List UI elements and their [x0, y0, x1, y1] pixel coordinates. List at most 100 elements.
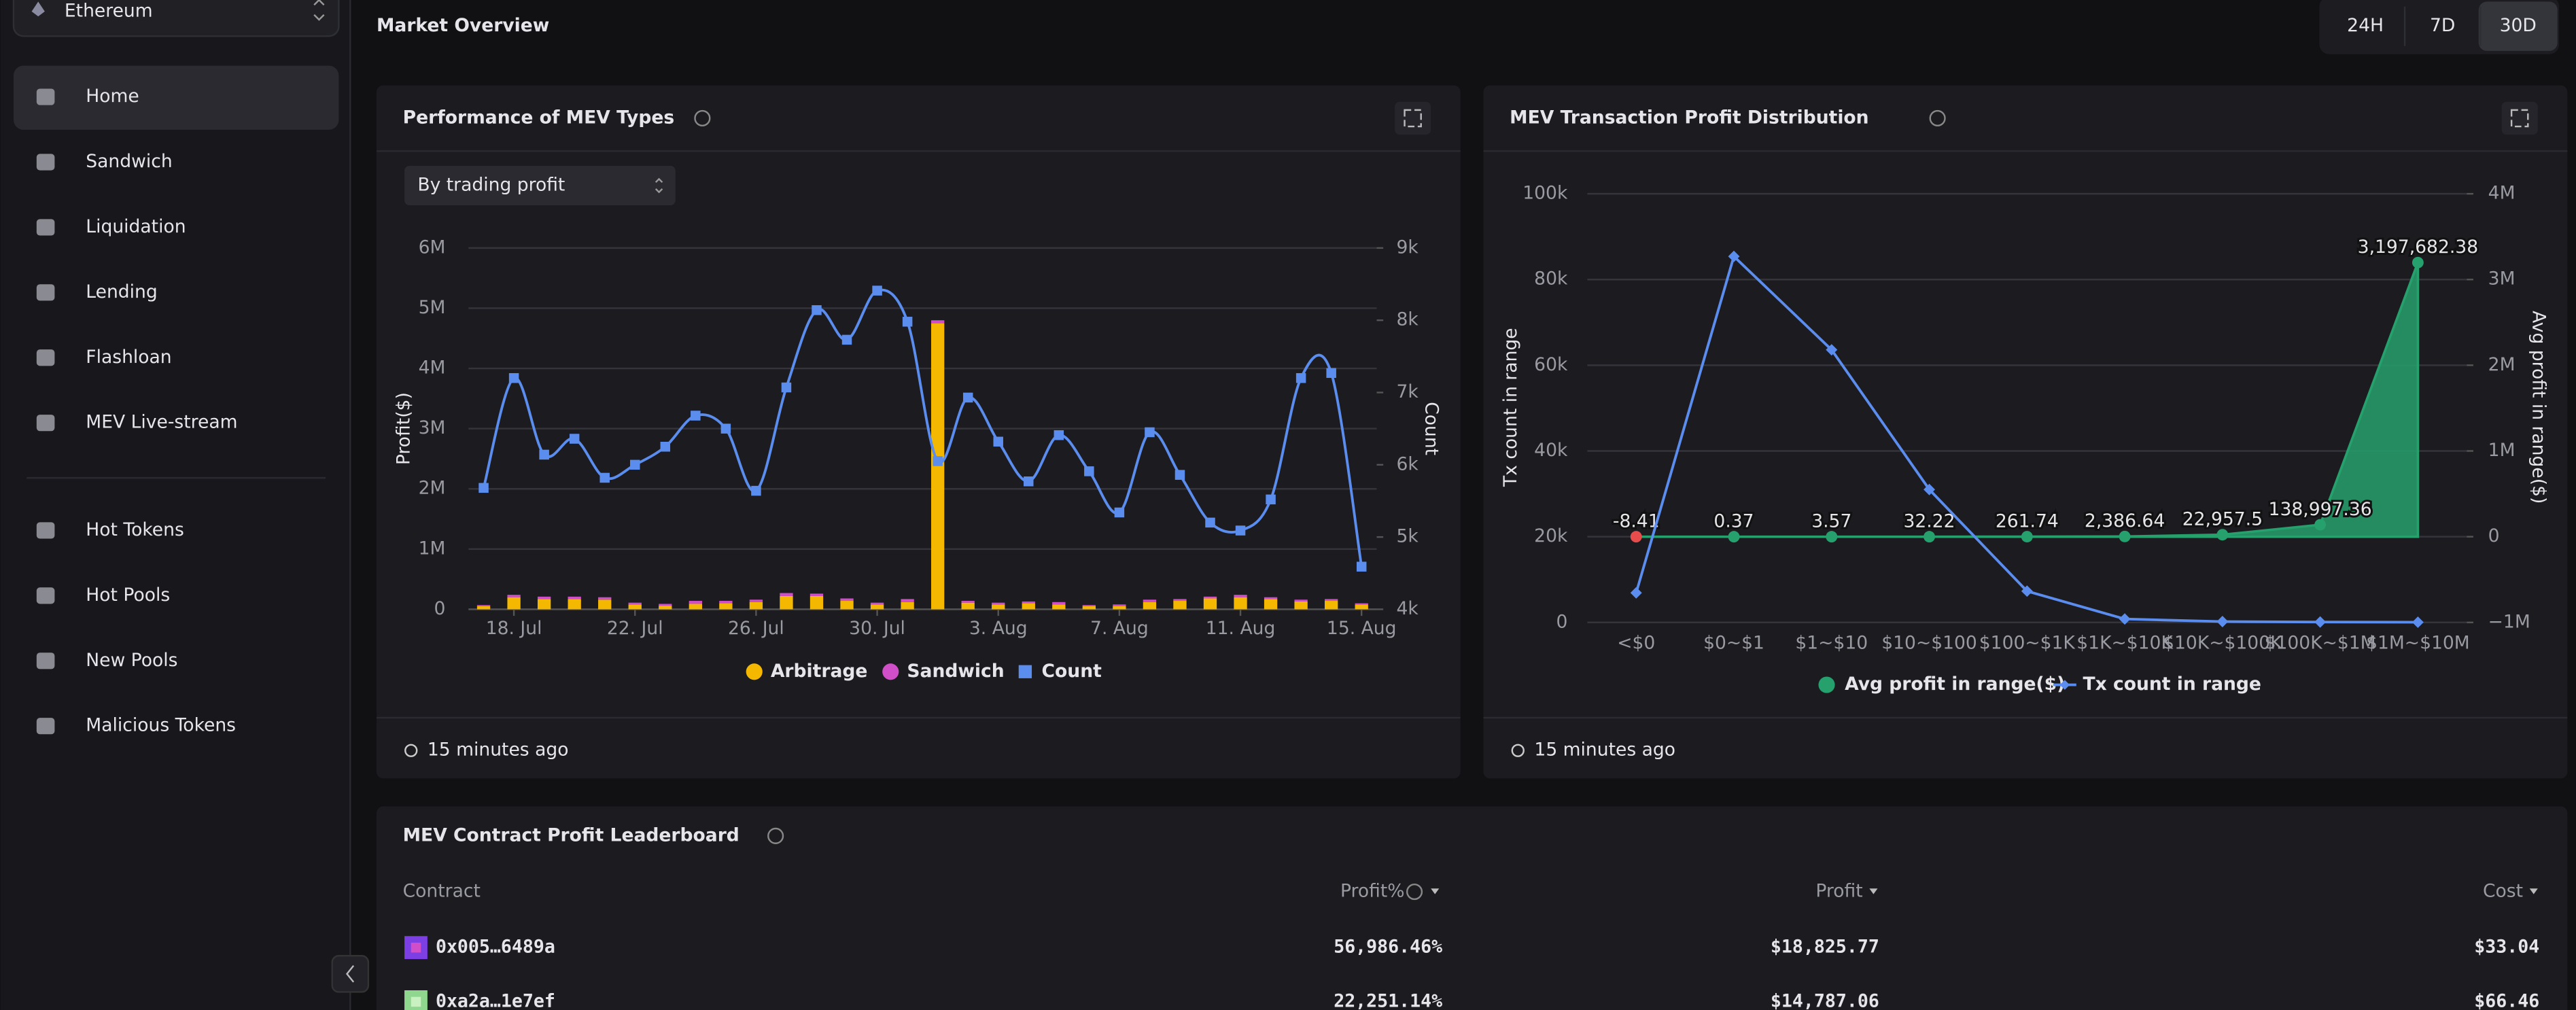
line-marker	[1326, 368, 1336, 379]
nav-item[interactable]: Sandwich	[86, 151, 172, 172]
x-tick-label: 18. Jul	[486, 618, 542, 639]
contract-icon	[411, 942, 421, 953]
nav-item[interactable]: Hot Tokens	[86, 519, 184, 540]
nav-icon	[36, 652, 55, 669]
data-label: 261.74	[1996, 510, 2059, 532]
nav-icon	[36, 219, 55, 236]
bar	[1082, 606, 1096, 610]
line-marker	[1924, 483, 1936, 495]
expand-button[interactable]	[2501, 101, 2538, 135]
contract-icon	[411, 996, 421, 1007]
nav-item[interactable]: MEV Live-stream	[86, 412, 237, 433]
nav-item[interactable]: Home	[86, 86, 139, 107]
bar	[780, 595, 793, 610]
x-tick-label: $10~$100	[1881, 633, 1977, 654]
table-cell[interactable]: 0x005…6489a	[436, 937, 555, 958]
legend-swatch	[1818, 676, 1835, 693]
line-marker	[781, 382, 792, 393]
legend-swatch	[746, 663, 763, 680]
table-cell[interactable]: 0xa2a…1e7ef	[436, 990, 555, 1010]
line-marker	[872, 285, 882, 296]
nav-item[interactable]: Malicious Tokens	[86, 715, 236, 736]
bar	[1355, 603, 1368, 605]
area-point	[1826, 531, 1838, 543]
expand-button[interactable]	[1395, 101, 1431, 135]
bar	[1173, 599, 1187, 602]
collapse-button[interactable]	[331, 955, 370, 993]
bar	[930, 323, 945, 610]
line-marker	[1356, 561, 1367, 572]
bar	[628, 604, 642, 610]
y2-tick-label: 3M	[2488, 268, 2516, 290]
y2-tick-label: 4M	[2488, 183, 2516, 204]
line-marker	[902, 317, 913, 327]
nav-icon	[36, 718, 55, 735]
line-marker	[2216, 616, 2229, 627]
line-marker	[2412, 616, 2424, 628]
column-header[interactable]: Profit%	[1340, 881, 1405, 902]
range-button[interactable]: 30D	[2500, 15, 2537, 36]
x-tick-label: 7. Aug	[1090, 618, 1149, 639]
bar	[628, 602, 642, 605]
nav-item[interactable]: Liquidation	[86, 216, 186, 237]
line-marker	[539, 449, 549, 460]
line-marker	[630, 459, 640, 470]
data-label: 3,197,682.38	[2358, 237, 2478, 258]
legend-label: Count	[1042, 661, 1102, 682]
x-tick-label: $100~$1K	[1979, 633, 2076, 654]
data-label: 138,997.36	[2269, 499, 2372, 520]
range-button[interactable]: 7D	[2430, 15, 2455, 36]
updated-time: 15 minutes ago	[428, 739, 569, 761]
x-tick-label: <$0	[1617, 633, 1655, 654]
dropdown-value: By trading profit	[417, 175, 565, 196]
bar	[780, 593, 793, 596]
nav-item[interactable]: Hot Pools	[86, 585, 170, 606]
x-tick-label: $10K~$100K	[2163, 633, 2282, 654]
bar	[1203, 598, 1217, 610]
data-label: 2,386.64	[2085, 510, 2165, 532]
bar	[598, 597, 612, 600]
bar	[537, 596, 551, 599]
nav-item[interactable]: Flashloan	[86, 347, 171, 368]
info-icon	[1406, 883, 1423, 901]
bar	[689, 604, 702, 610]
info-icon	[1929, 109, 1946, 127]
nav-icon	[36, 415, 55, 432]
table-cell: $14,787.06	[1771, 990, 1879, 1010]
line-marker	[691, 411, 701, 421]
bar	[992, 602, 1005, 605]
y-tick-label: 5M	[419, 297, 446, 318]
range-button[interactable]: 24H	[2347, 15, 2384, 36]
line-marker	[2314, 616, 2327, 628]
content: Home Sandwich Liquidation Lending Flashloan M…	[13, 1, 2568, 1010]
y2-tick-label: −1M	[2488, 611, 2530, 632]
bar	[1325, 599, 1338, 602]
legend-label: Sandwich	[907, 661, 1004, 682]
dropdown[interactable]	[404, 166, 676, 206]
column-header: Contract	[403, 881, 481, 902]
nav-item[interactable]: Lending	[86, 281, 157, 302]
line-marker	[569, 434, 580, 444]
bar	[1325, 601, 1338, 610]
panel-title: Performance of MEV Types	[403, 107, 675, 128]
x-tick-label: 26. Jul	[728, 618, 784, 639]
info-icon	[767, 827, 784, 844]
bar	[476, 606, 491, 610]
y2-axis-label: Count	[1421, 402, 1442, 455]
sort-arrow	[1431, 888, 1440, 894]
column-header[interactable]: Profit	[1815, 881, 1862, 902]
leaderboard-title: MEV Contract Profit Leaderboard	[403, 824, 739, 846]
data-label: 32.22	[1904, 510, 1955, 532]
expand-icon	[1404, 109, 1422, 128]
bar	[1264, 597, 1278, 599]
bar	[810, 595, 824, 610]
x-tick-label: 15. Aug	[1327, 618, 1397, 639]
nav-item[interactable]: New Pools	[86, 650, 177, 671]
y-tick-label: 3M	[419, 417, 446, 438]
y2-tick-label: 6k	[1396, 453, 1418, 474]
line-marker	[812, 305, 822, 315]
column-header[interactable]: Cost	[2483, 881, 2523, 902]
table-cell: 22,251.14%	[1334, 990, 1442, 1010]
network-select[interactable]	[12, 0, 340, 37]
